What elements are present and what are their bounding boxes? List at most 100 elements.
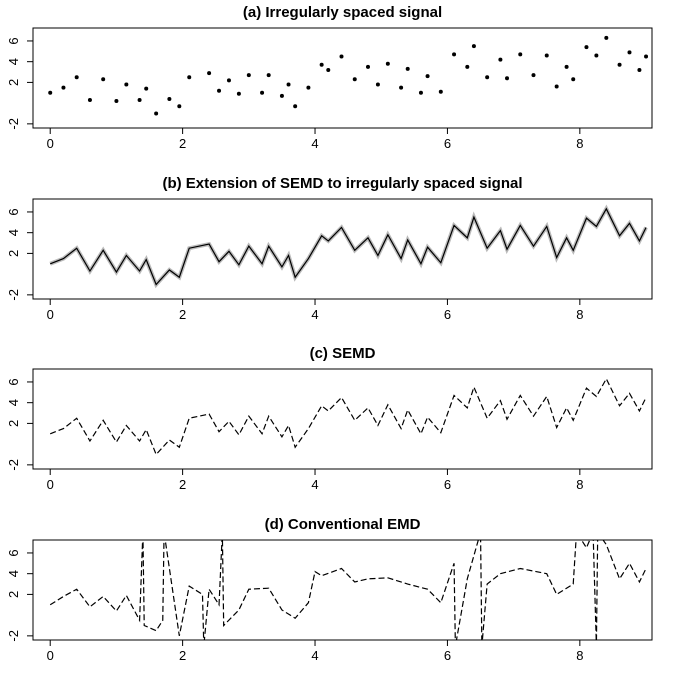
x-tick-label: 2 [179,648,186,663]
point [61,85,66,90]
point [187,75,192,80]
point [48,90,53,95]
point [74,75,79,80]
panel-title: (d) Conventional EMD [265,516,421,533]
x-tick-label: 6 [444,136,451,151]
point [326,67,331,72]
line [49,540,647,640]
point [260,90,265,95]
x-tick-label: 8 [576,307,583,322]
point [465,64,470,69]
point [339,54,344,59]
y-tick-label: 2 [6,250,21,257]
point [177,104,182,109]
y-tick-label: -2 [6,630,21,642]
y-tick-label: 6 [6,378,21,385]
x-tick-label: 0 [47,648,54,663]
x-tick-label: 0 [47,307,54,322]
point [498,57,503,62]
point [471,44,476,49]
y-tick-label: 6 [6,549,21,556]
point [518,52,523,57]
x-tick-label: 2 [179,307,186,322]
x-tick-label: 0 [47,136,54,151]
panel-title: (a) Irregularly spaced signal [243,4,442,21]
y-tick-label: -2 [6,459,21,471]
y-tick-label: -2 [6,118,21,130]
y-tick-label: -2 [6,289,21,301]
point [405,66,410,71]
panel: (a) Irregularly spaced signal 0 2 4 6 8 -2 2 4 6 [6,4,653,151]
point [286,82,291,87]
plot-frame [32,539,653,641]
point [554,84,559,89]
plot-area [49,377,647,456]
y-tick-label: 6 [6,37,21,44]
y-tick-label: 4 [6,229,21,236]
y-tick-label: 6 [6,208,21,215]
line [49,377,647,456]
point [167,96,172,101]
y-tick-label: 2 [6,79,21,86]
panel-title: (c) SEMD [310,345,376,362]
point [584,45,589,50]
point [438,89,443,94]
point [124,82,129,87]
point [418,90,423,95]
point [352,77,357,82]
x-tick-label: 2 [179,136,186,151]
point [399,85,404,90]
panel: (b) Extension of SEMD to irregularly spa… [6,175,653,322]
point [101,77,106,82]
point [644,54,649,59]
x-tick-label: 8 [576,136,583,151]
point [531,73,536,78]
plot-frame [32,368,653,470]
point [375,82,380,87]
plot-area [48,35,649,116]
point [485,75,490,80]
y-tick-label: 2 [6,420,21,427]
point [637,67,642,72]
plot-area [49,540,647,640]
point [246,73,251,78]
point [594,53,599,58]
point [293,104,298,109]
point [425,74,430,79]
x-tick-label: 8 [576,648,583,663]
y-tick-label: 4 [6,399,21,406]
point [279,93,284,98]
y-tick-label: 4 [6,570,21,577]
x-tick-label: 8 [576,477,583,492]
x-tick-label: 6 [444,307,451,322]
point [564,64,569,69]
point [319,62,324,67]
point [627,50,632,55]
point [87,98,92,103]
point [306,85,311,90]
x-tick-label: 0 [47,477,54,492]
line-halo [49,204,648,289]
x-tick-label: 4 [311,136,318,151]
point [226,78,231,83]
point [617,62,622,67]
point [144,86,149,91]
point [544,53,549,58]
plot-frame [32,27,653,129]
point [505,76,510,81]
y-tick-label: 4 [6,58,21,65]
plot-frame [32,198,653,300]
point [604,35,609,40]
point [236,91,241,96]
line [49,207,647,286]
panel: (d) Conventional EMD 0 2 4 6 8 -2 2 4 6 [6,516,653,663]
y-tick-label: 2 [6,591,21,598]
point [137,98,142,103]
plot-area [49,204,648,289]
point [452,52,457,57]
panel: (c) SEMD 0 2 4 6 8 -2 2 4 6 [6,345,653,492]
x-tick-label: 4 [311,648,318,663]
point [154,111,159,116]
x-tick-label: 2 [179,477,186,492]
